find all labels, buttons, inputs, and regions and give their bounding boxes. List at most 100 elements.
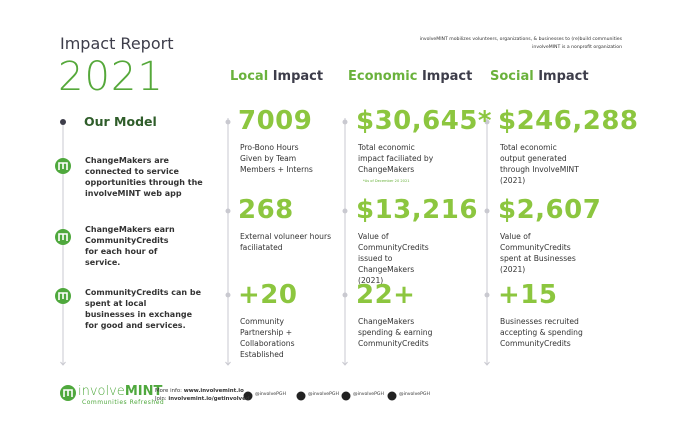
dot <box>484 119 490 125</box>
stat-description-line: (2021) <box>500 176 526 185</box>
stat-value: +20 <box>238 280 298 310</box>
stat-description-line: Given by Team <box>240 154 297 163</box>
arrow <box>484 361 490 366</box>
stat-description-line: spent at Businesses <box>500 254 576 263</box>
report-year: 2021 <box>58 54 164 100</box>
stat-description-line: External voluneer hours <box>240 232 332 241</box>
stat-description-line: Value of <box>358 232 389 241</box>
column-header: Economic Impact <box>348 69 472 84</box>
mint-icon-glyph <box>63 389 73 397</box>
stat-description-line: output generated <box>500 154 567 163</box>
model-item-line: CommunityCredits can be <box>85 288 202 297</box>
stat-value: 7009 <box>238 106 313 136</box>
column-header-accent: Local <box>230 69 269 84</box>
stat-description-line: Pro-Bono Hours <box>240 143 299 152</box>
stat-description: Pro-Bono Hours Given by Team Members + Int… <box>240 142 313 175</box>
social-icon <box>387 391 397 401</box>
column-header-rest: Impact <box>538 69 589 84</box>
column-header: Social Impact <box>490 69 589 84</box>
model-item: ChangeMakers earn CommunityCredits for eac… <box>85 224 175 268</box>
stat-description-line: (2021) <box>500 265 526 274</box>
brand: involveMINT <box>78 384 162 399</box>
dot <box>484 292 490 298</box>
arrow <box>342 361 348 366</box>
stat-value: 268 <box>238 195 294 225</box>
social-handle: @involvePGH <box>255 392 286 397</box>
stat-description-line: ChangeMakers <box>358 165 415 174</box>
stat-description-line: CommunityCredits <box>500 243 571 252</box>
mint-icon-glyph <box>58 162 68 170</box>
social-handle: @involvePGH <box>353 392 384 397</box>
model-title: Our Model <box>84 114 157 129</box>
column-header-accent: Economic <box>348 69 418 84</box>
arrow <box>60 361 66 366</box>
stat-description-line: Community <box>240 317 284 326</box>
footer-info-label: More info: <box>155 388 183 394</box>
stat-description: ChangeMakers spending & earning CommunityC… <box>358 316 432 349</box>
dot <box>60 119 66 125</box>
model-item-line: CommunityCredits <box>85 236 169 245</box>
column-header-rest: Impact <box>272 69 324 84</box>
mint-icon-glyph <box>58 292 68 300</box>
footer-info-label: Join: <box>155 396 167 402</box>
model-item-line: ChangeMakers are <box>85 156 169 165</box>
stat-description: Value of CommunityCredits spent at Busines… <box>500 231 576 275</box>
stat-description-line: Businesses recruited <box>500 317 579 326</box>
model-item-line: ChangeMakers earn <box>85 225 175 234</box>
social-handle: @involvePGH <box>308 392 339 397</box>
stat-description-line: issued to <box>358 254 393 263</box>
model-item-line: opportunities through the <box>85 178 203 187</box>
dot <box>225 208 231 214</box>
model-item-line: connected to service <box>85 167 179 176</box>
model-item-line: for good and services. <box>85 321 186 330</box>
column-header: Local Impact <box>230 69 323 84</box>
social-icon <box>243 391 253 401</box>
stat-description-line: ChangeMakers <box>358 265 415 274</box>
column-header-rest: Impact <box>421 69 473 84</box>
stat-description-line: Collaborations <box>240 339 295 348</box>
model-item: ChangeMakers are connected to service oppo… <box>85 155 203 199</box>
stat-value: $13,216 <box>356 195 478 225</box>
stat-description: Total economic output generated through In… <box>500 142 579 186</box>
dot <box>484 208 490 214</box>
stat-value: $2,607 <box>498 195 602 225</box>
model-item: CommunityCredits can be spent at local bus… <box>85 287 201 331</box>
stat-value: 22+ <box>356 280 416 310</box>
dot <box>342 119 348 125</box>
social-icon <box>296 391 306 401</box>
footer-info-value: involvemint.io/getinvolved <box>168 396 250 402</box>
stat-description-line: (2021) <box>358 276 384 285</box>
stat-description-line: ChangeMakers <box>358 317 415 326</box>
dot <box>342 208 348 214</box>
stat-description-line: accepting & spending <box>500 328 583 337</box>
brand-slogan: Communities Refreshed <box>82 399 165 406</box>
stat-description-line: impact faciliated by <box>358 154 434 163</box>
stat-value: $30,645* <box>356 106 493 136</box>
model-item-line: businesses in exchange <box>85 310 193 319</box>
stat-description-line: Total economic <box>358 143 415 152</box>
stat-description-line: Value of <box>500 232 531 241</box>
stat-description: External voluneer hours faciliatated <box>240 231 331 253</box>
footer-info: Join: involvemint.io/getinvolved <box>155 396 250 402</box>
stat-description-line: spending & earning <box>358 328 433 337</box>
stat-value: $246,288 <box>498 106 639 136</box>
dot <box>225 119 231 125</box>
dot <box>225 292 231 298</box>
footer-info: More info: www.involvemint.io <box>155 388 244 394</box>
social-icon <box>341 391 351 401</box>
dot <box>342 292 348 298</box>
stat-description-line: faciliatated <box>240 243 283 252</box>
stat-description-line: CommunityCredits <box>358 339 429 348</box>
model-item-line: spent at local <box>85 299 147 308</box>
brand-left: involve <box>78 384 125 399</box>
brand-right: MINT <box>124 384 163 399</box>
model-item-line: involveMINT web app <box>85 189 182 198</box>
tagline: involveMINT mobilizes volunteers, organi… <box>419 37 622 42</box>
stat-description-line: Members + Interns <box>240 165 313 174</box>
stat-description-line: through InvolveMINT <box>500 165 579 174</box>
social-handle: @involvePGH <box>399 392 430 397</box>
column-header-accent: Social <box>490 69 534 84</box>
arrow <box>225 361 231 366</box>
